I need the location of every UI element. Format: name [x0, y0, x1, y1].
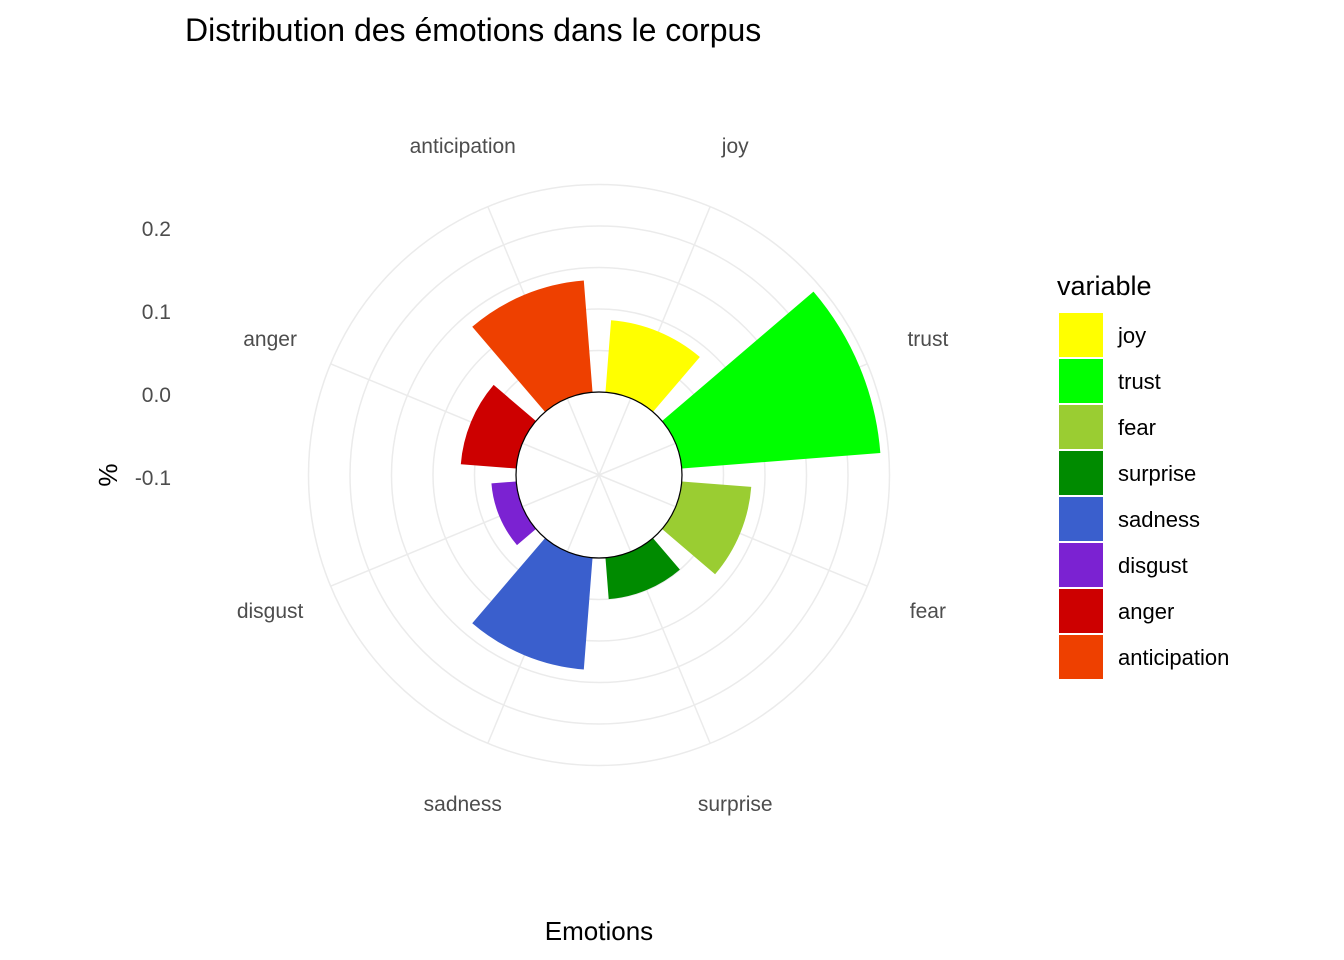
grid-spoke: [598, 474, 711, 744]
bar-sadness: [472, 538, 593, 670]
legend-swatch-sadness: [1059, 497, 1103, 541]
category-label-surprise: surprise: [698, 793, 773, 816]
legend-label-joy: joy: [1117, 323, 1146, 348]
legend-label-trust: trust: [1118, 369, 1161, 394]
category-label-fear: fear: [910, 600, 946, 623]
bar-anticipation: [472, 280, 593, 412]
bar-surprise: [605, 538, 680, 600]
legend-title: variable: [1057, 271, 1152, 301]
y-axis-title: %: [93, 463, 123, 486]
grid-circle: [349, 225, 849, 725]
y-tick-labels: 0.2 0.1 0.0 -0.1: [135, 218, 171, 490]
bar-anger: [460, 384, 536, 469]
grid-circle: [473, 349, 725, 601]
legend-items: joy trust fear surprise sadness disgust anger a…: [1059, 313, 1229, 679]
grid-circle: [432, 308, 766, 642]
grid-spoke: [330, 363, 600, 476]
legend-swatch-surprise: [1059, 451, 1103, 495]
bar-joy: [605, 320, 700, 412]
bar-trust: [662, 291, 881, 469]
legend-swatch-anticipation: [1059, 635, 1103, 679]
legend-label-sadness: sadness: [1118, 507, 1200, 532]
legend-swatch-joy: [1059, 313, 1103, 357]
chart-title: Distribution des émotions dans le corpus: [185, 12, 761, 48]
grid-circle: [307, 183, 891, 767]
category-label-anger: anger: [243, 328, 297, 351]
y-tick-label: 0.2: [142, 218, 171, 241]
category-labels: joy trust fear surprise sadness disgust anger a…: [237, 135, 949, 816]
category-label-trust: trust: [907, 328, 948, 351]
legend-label-disgust: disgust: [1118, 553, 1188, 578]
legend-label-anticipation: anticipation: [1118, 645, 1229, 670]
legend: variable joy trust fear surprise sadness disg…: [1057, 271, 1229, 679]
legend-swatch-trust: [1059, 359, 1103, 403]
legend-swatch-anger: [1059, 589, 1103, 633]
category-label-joy: joy: [721, 135, 749, 158]
grid-circle: [390, 266, 808, 684]
x-axis-title: Emotions: [545, 916, 653, 946]
y-tick-label: -0.1: [135, 467, 171, 490]
grid-spoke: [330, 474, 600, 587]
category-label-anticipation: anticipation: [410, 135, 516, 158]
zero-ring: [515, 391, 683, 559]
category-label-disgust: disgust: [237, 600, 304, 623]
legend-label-fear: fear: [1118, 415, 1156, 440]
bars: [460, 280, 881, 670]
legend-swatch-disgust: [1059, 543, 1103, 587]
polar-grid: [307, 183, 891, 767]
bar-disgust: [491, 481, 536, 546]
legend-label-surprise: surprise: [1118, 461, 1196, 486]
legend-label-anger: anger: [1118, 599, 1174, 624]
legend-swatch-fear: [1059, 405, 1103, 449]
bar-fear: [662, 481, 752, 575]
category-label-sadness: sadness: [424, 793, 502, 816]
y-tick-label: 0.0: [142, 384, 171, 407]
y-tick-label: 0.1: [142, 301, 171, 324]
